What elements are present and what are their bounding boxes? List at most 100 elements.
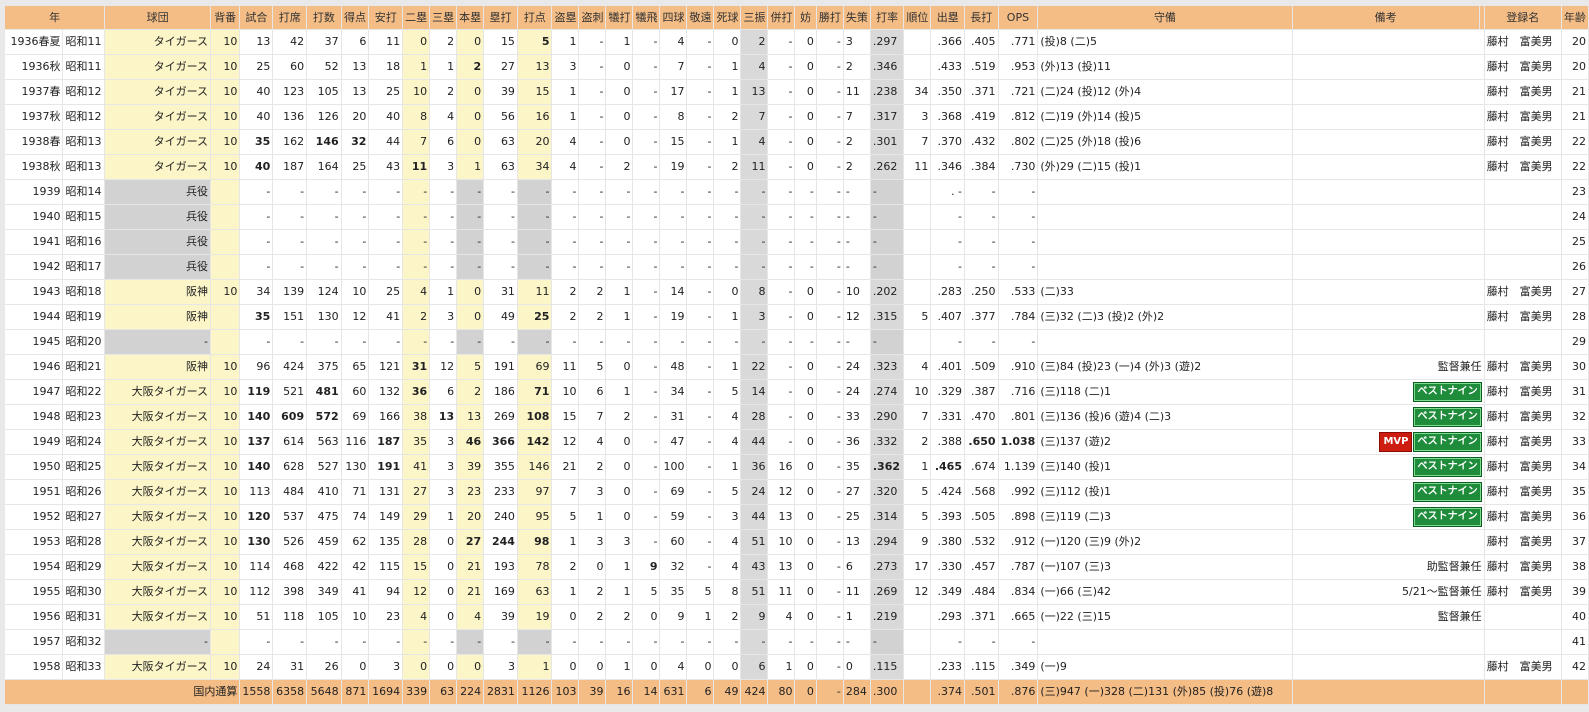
stat-cell: 1 xyxy=(456,154,485,180)
stat-cell: 521 xyxy=(272,379,308,405)
stat-cell: .349 xyxy=(930,579,965,605)
team-cell: 大阪タイガース xyxy=(104,454,212,480)
stat-cell: - xyxy=(964,179,999,205)
stat-cell: - xyxy=(767,79,796,105)
stat-cell: - xyxy=(998,329,1039,355)
stat-cell: - xyxy=(816,529,844,555)
stat-cell xyxy=(903,604,932,630)
stat-cell: 0 xyxy=(713,654,742,680)
stat-cell: 51 xyxy=(740,579,769,605)
position-cell: (三)32 (二)3 (投)2 (外)2 xyxy=(1037,304,1293,330)
stat-cell: 0 xyxy=(578,654,607,680)
stat-cell: .366 xyxy=(930,29,965,55)
stat-cell: 187 xyxy=(272,154,308,180)
total-stat-cell: 63 xyxy=(429,679,458,705)
note-text: 5/21～監督兼任 xyxy=(1401,585,1482,598)
stat-cell: 3 xyxy=(429,479,458,505)
stat-cell: - xyxy=(816,104,844,130)
note-cell xyxy=(1292,654,1485,680)
stat-cell: 33 xyxy=(843,404,871,430)
stat-cell: 1 xyxy=(551,104,580,130)
stat-cell: - xyxy=(964,229,999,255)
stat-cell: - xyxy=(767,404,796,430)
stat-cell: 19 xyxy=(659,304,688,330)
position-cell: (三)119 (二)3 xyxy=(1037,504,1293,530)
stat-cell: 116 xyxy=(341,429,370,455)
stat-cell: 1.139 xyxy=(998,454,1039,480)
stat-cell: - xyxy=(870,254,905,280)
age-cell: 21 xyxy=(1561,79,1589,105)
stat-cell: - xyxy=(306,229,342,255)
stat-cell: 0 xyxy=(794,654,817,680)
stat-cell xyxy=(903,329,932,355)
stat-cell: .532 xyxy=(964,529,999,555)
age-cell: 36 xyxy=(1561,504,1589,530)
column-header: 四球 xyxy=(659,6,688,30)
stat-cell: 130 xyxy=(239,529,274,555)
age-cell: 32 xyxy=(1561,404,1589,430)
stat-cell: - xyxy=(341,179,370,205)
total-stat-cell: .300 xyxy=(870,679,905,705)
stat-cell: - xyxy=(767,304,796,330)
era-cell: 昭和27 xyxy=(62,504,106,530)
stat-cell: 100 xyxy=(659,454,688,480)
stat-cell: 52 xyxy=(306,54,342,80)
stat-cell: - xyxy=(816,504,844,530)
stat-cell: - xyxy=(239,329,274,355)
stat-cell: 0 xyxy=(429,654,458,680)
stat-cell: - xyxy=(632,454,661,480)
age-cell: 22 xyxy=(1561,129,1589,155)
stat-cell: 9 xyxy=(659,604,688,630)
stat-cell: 56 xyxy=(483,104,518,130)
stat-cell: - xyxy=(816,629,844,655)
stat-cell: - xyxy=(306,179,342,205)
registered-name-cell: 藤村 富美男 xyxy=(1484,54,1562,80)
stat-cell: 44 xyxy=(740,504,769,530)
stat-cell: 146 xyxy=(517,454,553,480)
stat-cell: - xyxy=(632,129,661,155)
stat-cell: 1 xyxy=(843,604,871,630)
stat-cell: 1.038 xyxy=(998,429,1039,455)
total-stat-cell: 224 xyxy=(456,679,485,705)
column-header: 球団 xyxy=(104,6,212,30)
season-row: 1954 昭和29 大阪タイガース 10 114 468 422 42 115 15 0 21 193 7… xyxy=(5,554,1589,580)
stat-cell: 6 xyxy=(740,654,769,680)
stat-cell: .262 xyxy=(870,154,905,180)
stat-cell: 1 xyxy=(713,454,742,480)
stat-cell: - xyxy=(767,29,796,55)
year-cell: 1955 xyxy=(5,579,64,605)
stat-cell: - xyxy=(816,554,844,580)
stat-cell: 59 xyxy=(659,504,688,530)
stat-cell: - xyxy=(272,204,308,230)
column-header: 塁打 xyxy=(483,6,518,30)
stat-cell: - xyxy=(578,229,607,255)
stat-cell: .283 xyxy=(930,279,965,305)
stat-cell: - xyxy=(843,629,871,655)
season-row: 1936秋 昭和11 タイガース 10 25 60 52 13 18 1 1 2 27 13 3-0-7-1… xyxy=(5,54,1589,80)
year-cell: 1936春夏 xyxy=(5,29,64,55)
stat-cell: - xyxy=(659,629,688,655)
stat-cell: - xyxy=(551,629,580,655)
stat-cell: 11 xyxy=(740,154,769,180)
stat-cell: 0 xyxy=(605,454,634,480)
stat-cell: 6 xyxy=(429,129,458,155)
year-cell: 1948 xyxy=(5,404,64,430)
stat-cell: 4 xyxy=(713,529,742,555)
registered-name-cell: 藤村 富美男 xyxy=(1484,29,1562,55)
stat-cell: 4 xyxy=(903,354,932,380)
stat-cell: - xyxy=(632,104,661,130)
stat-cell xyxy=(903,229,932,255)
stat-cell: - xyxy=(816,429,844,455)
stat-cell: 35 xyxy=(239,304,274,330)
uniform-number-cell xyxy=(210,179,241,205)
era-cell: 昭和15 xyxy=(62,204,106,230)
stat-cell: - xyxy=(605,179,634,205)
stat-cell: 40 xyxy=(239,104,274,130)
stat-cell: - xyxy=(686,279,715,305)
stat-cell: 131 xyxy=(368,479,404,505)
stat-cell: - xyxy=(632,329,661,355)
stat-cell: 2 xyxy=(740,29,769,55)
age-cell: 41 xyxy=(1561,629,1589,655)
stat-cell: - xyxy=(686,454,715,480)
stat-cell: - xyxy=(816,579,844,605)
